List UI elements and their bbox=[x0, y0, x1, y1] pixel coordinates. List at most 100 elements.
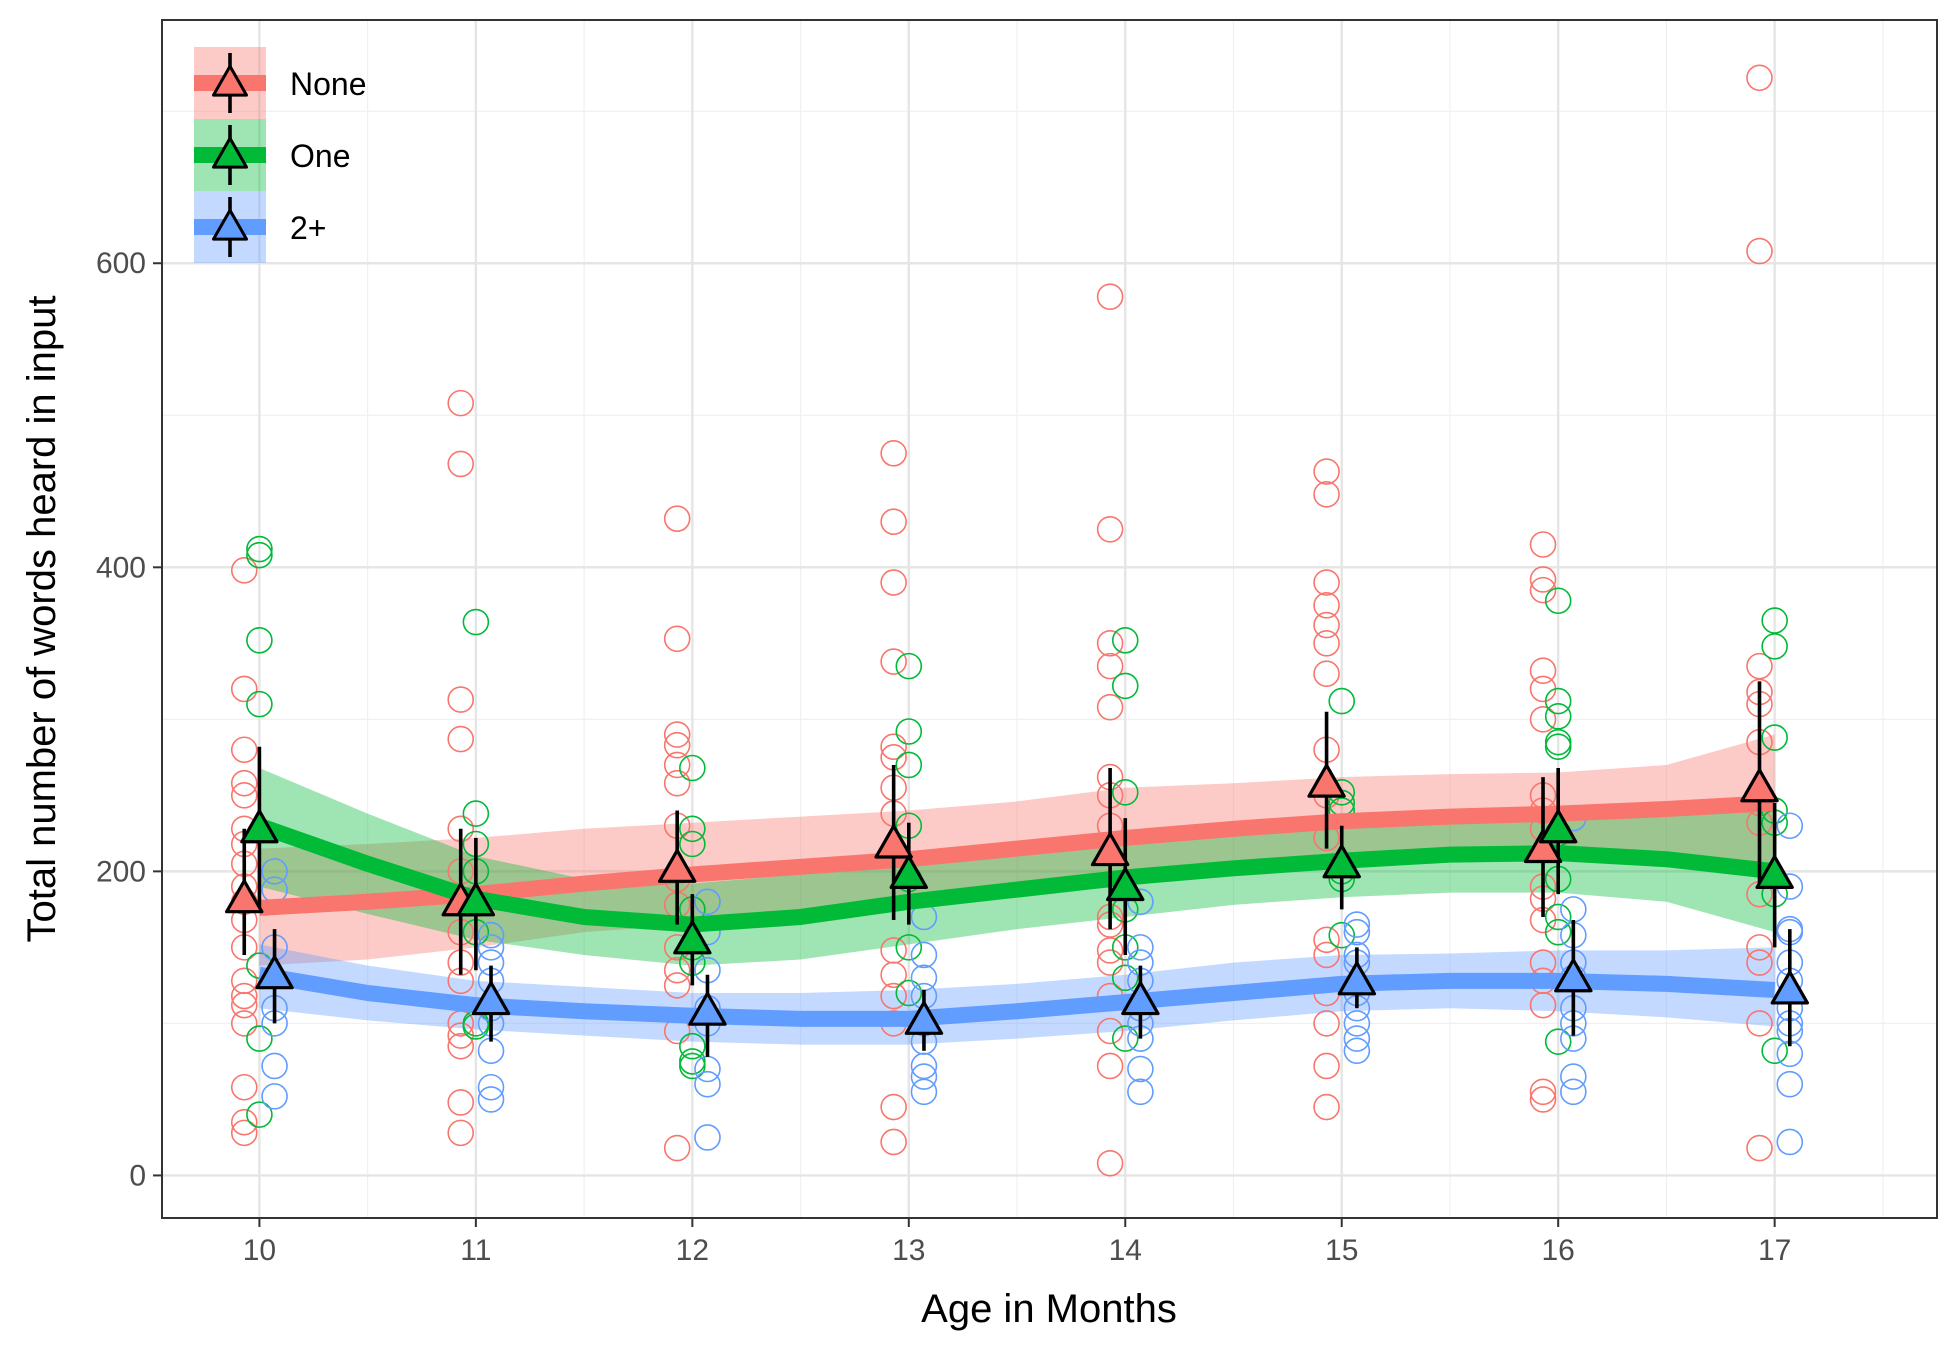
data-point-None bbox=[230, 1108, 258, 1136]
data-point-None bbox=[663, 625, 691, 653]
data-point-None bbox=[663, 731, 691, 759]
data-point-None bbox=[1096, 652, 1124, 680]
data-point-None bbox=[447, 686, 475, 713]
data-point-One bbox=[1544, 687, 1572, 715]
data-point-None bbox=[663, 972, 691, 999]
data-point-None bbox=[447, 1119, 475, 1147]
data-point-2+ bbox=[1127, 1055, 1154, 1083]
data-point-None bbox=[230, 769, 258, 797]
data-point-None bbox=[230, 782, 258, 809]
data-point-None bbox=[1746, 64, 1773, 92]
data-point-One bbox=[1328, 687, 1356, 715]
data-point-One bbox=[679, 830, 706, 858]
data-point-None bbox=[880, 1128, 907, 1156]
data-point-None bbox=[1096, 283, 1124, 310]
data-point-2+ bbox=[1560, 1063, 1587, 1090]
data-point-2+ bbox=[477, 1086, 505, 1113]
x-axis-title: Age in Months bbox=[921, 1287, 1177, 1331]
smooth-line-One bbox=[256, 818, 1776, 933]
data-point-None bbox=[230, 675, 258, 703]
x-tick-label: 16 bbox=[1542, 1234, 1575, 1267]
data-point-None bbox=[230, 1073, 258, 1101]
data-point-2+ bbox=[1343, 918, 1371, 946]
smooth-layer bbox=[256, 794, 1776, 1027]
smooth-line-None bbox=[258, 794, 1776, 916]
mean-marker-One bbox=[456, 882, 496, 917]
data-point-2+ bbox=[261, 1083, 288, 1110]
mean-marker-None bbox=[225, 879, 264, 914]
x-tick-label: 14 bbox=[1109, 1234, 1142, 1267]
data-point-None bbox=[1529, 657, 1557, 684]
data-point-One bbox=[246, 541, 273, 569]
data-point-One bbox=[679, 754, 706, 782]
data-point-One bbox=[1761, 724, 1788, 751]
data-point-One bbox=[1111, 1025, 1139, 1052]
data-point-None bbox=[1529, 531, 1557, 558]
mean-marker-One bbox=[240, 809, 279, 844]
data-point-2+ bbox=[694, 888, 721, 916]
data-point-2+ bbox=[261, 858, 288, 885]
data-point-None bbox=[447, 725, 475, 753]
data-point-None bbox=[1313, 1093, 1340, 1121]
data-point-None bbox=[1096, 1149, 1124, 1177]
data-point-2+ bbox=[910, 941, 938, 969]
data-point-One bbox=[246, 1025, 273, 1052]
mean-marker-None bbox=[1523, 829, 1563, 864]
mean-marker-None bbox=[657, 848, 697, 883]
data-point-One bbox=[246, 690, 273, 718]
data-point-None bbox=[880, 648, 907, 675]
data-point-One bbox=[246, 535, 273, 563]
data-point-One bbox=[679, 1048, 706, 1075]
legend-key-marker-2+ bbox=[212, 208, 248, 241]
data-point-None bbox=[1096, 949, 1124, 976]
data-point-None bbox=[1529, 706, 1557, 733]
data-point-2+ bbox=[1127, 1078, 1154, 1106]
data-point-None bbox=[230, 982, 258, 1010]
data-point-2+ bbox=[694, 1070, 721, 1098]
data-point-None bbox=[1313, 660, 1340, 688]
data-point-None bbox=[1313, 569, 1340, 596]
legend-key-marker-One bbox=[212, 136, 248, 169]
data-point-2+ bbox=[910, 1078, 938, 1106]
data-point-One bbox=[1544, 918, 1572, 946]
plot-border bbox=[161, 19, 1938, 1219]
data-point-None bbox=[230, 1119, 258, 1147]
data-point-None bbox=[447, 1089, 475, 1116]
y-tick-label: 400 bbox=[96, 551, 146, 584]
data-point-None bbox=[1313, 941, 1340, 969]
data-point-One bbox=[1111, 779, 1139, 806]
data-point-None bbox=[663, 505, 691, 532]
data-point-2+ bbox=[477, 934, 505, 961]
data-point-2+ bbox=[1776, 1128, 1804, 1156]
data-point-2+ bbox=[261, 1052, 288, 1080]
data-point-None bbox=[880, 733, 907, 761]
x-tick-label: 15 bbox=[1325, 1234, 1358, 1267]
mean-layer bbox=[225, 763, 1809, 1035]
data-point-None bbox=[1313, 926, 1340, 954]
data-point-2+ bbox=[1127, 888, 1154, 916]
data-point-None bbox=[663, 1134, 691, 1162]
data-point-One bbox=[1544, 728, 1572, 756]
mean-marker-2+ bbox=[904, 1000, 944, 1035]
data-point-None bbox=[663, 769, 691, 797]
data-point-One bbox=[1111, 672, 1139, 700]
data-point-None bbox=[1313, 458, 1340, 485]
data-point-None bbox=[1746, 934, 1773, 961]
mean-marker-None bbox=[874, 824, 913, 859]
data-point-None bbox=[1096, 937, 1124, 964]
data-point-None bbox=[880, 439, 907, 467]
legend-label-None: None bbox=[290, 66, 367, 102]
data-point-One bbox=[1328, 921, 1356, 949]
data-point-None bbox=[447, 1032, 475, 1060]
mean-marker-2+ bbox=[471, 981, 511, 1016]
smooth-line-2+ bbox=[258, 966, 1776, 1027]
data-point-None bbox=[1746, 652, 1773, 680]
data-point-None bbox=[1529, 1078, 1557, 1106]
mean-marker-None bbox=[1740, 768, 1779, 803]
data-point-None bbox=[880, 508, 907, 536]
data-point-None bbox=[1096, 516, 1124, 543]
mean-marker-2+ bbox=[255, 955, 294, 990]
data-point-One bbox=[462, 608, 490, 636]
data-point-One bbox=[1544, 1028, 1572, 1055]
data-point-2+ bbox=[910, 1052, 938, 1080]
